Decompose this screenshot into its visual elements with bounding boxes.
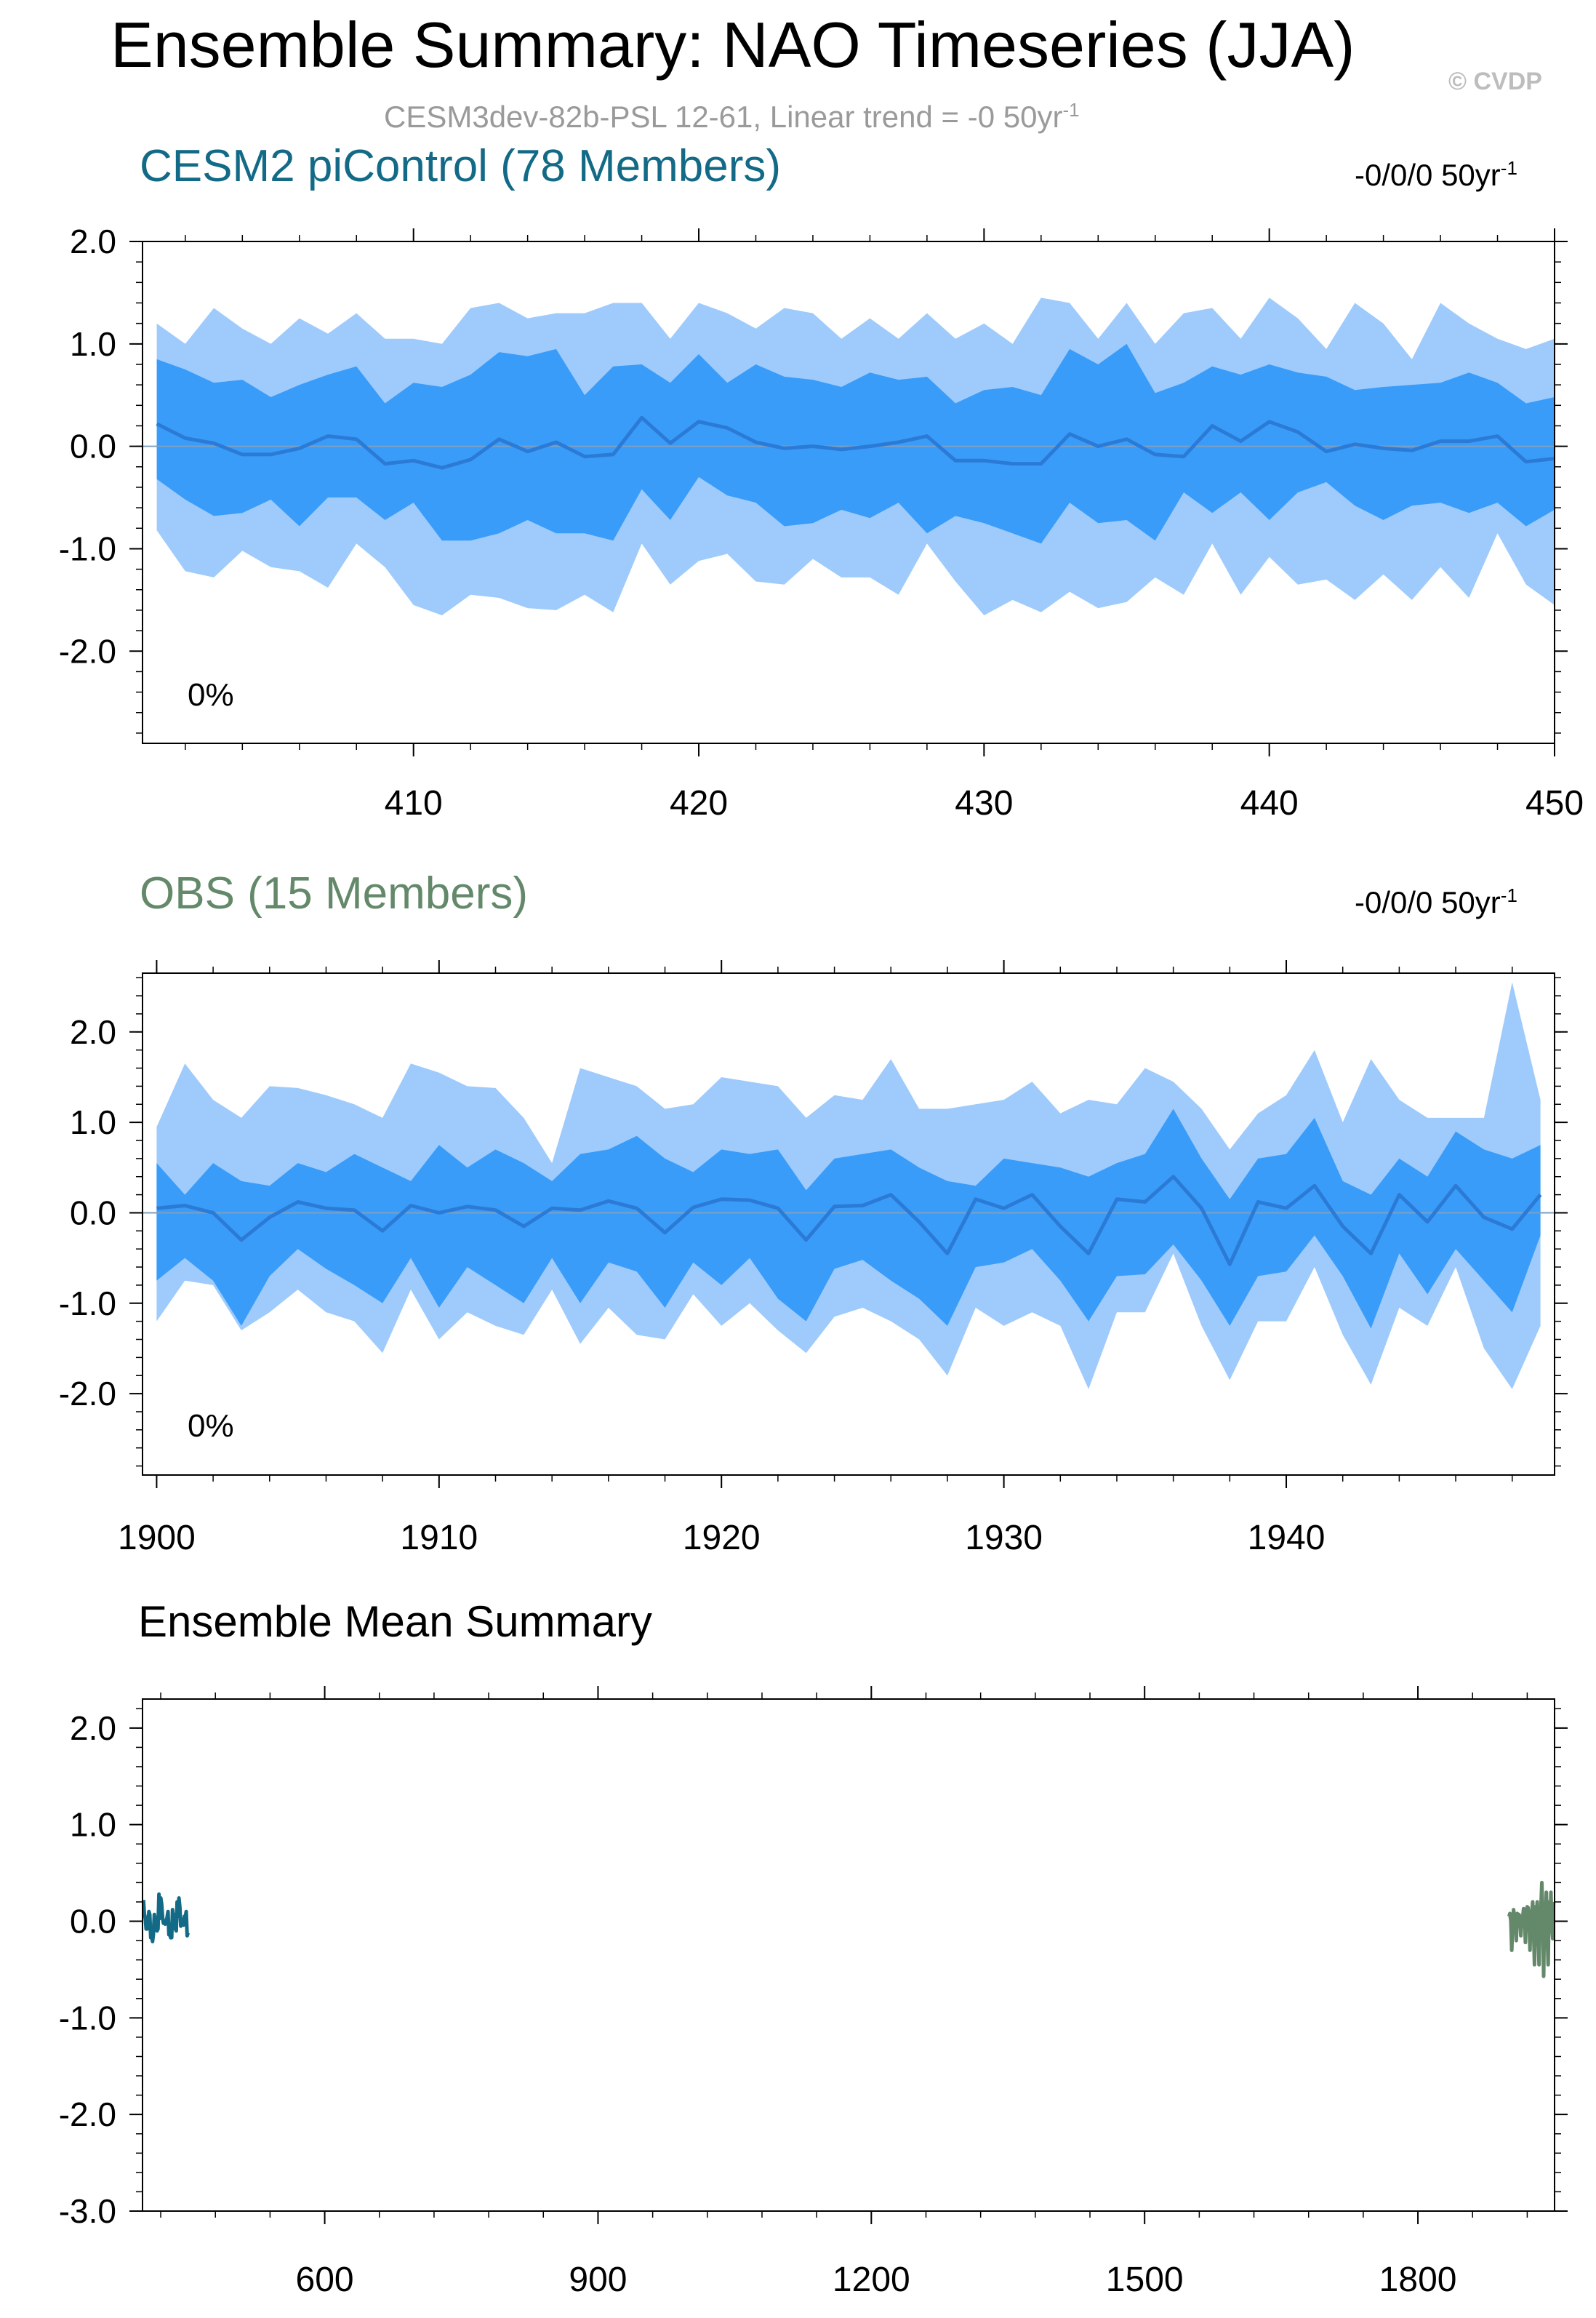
panel-2-trend-superscript: -1 bbox=[1500, 884, 1517, 906]
x-tick-label: 900 bbox=[569, 2261, 627, 2299]
y-tick-label: 2.0 bbox=[70, 1013, 116, 1051]
panel-2-title: OBS (15 Members) bbox=[140, 868, 529, 919]
panel-3-title: Ensemble Mean Summary bbox=[138, 1597, 652, 1646]
x-tick-label: 1800 bbox=[1379, 2261, 1457, 2299]
panel-2-trend: -0/0/0 50yr-1 bbox=[1355, 884, 1517, 920]
x-tick-label: 440 bbox=[1240, 784, 1299, 823]
y-tick-label: -2.0 bbox=[59, 1375, 116, 1412]
percent-label: 0% bbox=[188, 677, 234, 713]
y-tick-label: -2.0 bbox=[59, 632, 116, 670]
subtitle: CESM3dev-82b-PSL 12-61, Linear trend = -… bbox=[384, 99, 1080, 135]
x-tick-label: 1910 bbox=[400, 1519, 478, 1557]
ensemble-mean-line bbox=[156, 1175, 1542, 1266]
copyright-label: © CVDP bbox=[1448, 68, 1542, 95]
y-tick-label: 0.0 bbox=[70, 1194, 116, 1231]
panel-2-chart: 2.0 1.0 0.0 -1.0 -2.0 1900 1910 1920 1930 1940 0% bbox=[59, 960, 1568, 1557]
x-tick-label: 420 bbox=[670, 784, 728, 823]
panel-1-trend: -0/0/0 50yr-1 bbox=[1355, 157, 1517, 193]
y-tick-label: 1.0 bbox=[70, 325, 116, 363]
plot-frame bbox=[142, 972, 1555, 1476]
y-tick-label: 1.0 bbox=[70, 1806, 116, 1844]
x-tick-label: 430 bbox=[955, 784, 1013, 823]
panel-1-title: CESM2 piControl (78 Members) bbox=[140, 141, 782, 191]
plot-frame bbox=[142, 241, 1555, 744]
y-tick-label: 1.0 bbox=[70, 1103, 116, 1141]
x-tick-label: 450 bbox=[1525, 784, 1584, 823]
plot-frame bbox=[142, 1698, 1555, 2212]
model-mean-line bbox=[141, 1892, 190, 1943]
y-tick-label: 0.0 bbox=[70, 428, 116, 465]
inner-spread-band bbox=[156, 343, 1555, 544]
subtitle-text: CESM3dev-82b-PSL 12-61, Linear trend = -… bbox=[384, 100, 1063, 134]
y-tick-label: -1.0 bbox=[59, 1284, 116, 1322]
x-tick-label: 1940 bbox=[1248, 1519, 1326, 1557]
x-tick-label: 1920 bbox=[683, 1519, 761, 1557]
panel-1-chart: 2.0 1.0 0.0 -1.0 -2.0 410 420 430 440 450 0% bbox=[59, 223, 1584, 823]
panel-2-trend-text: -0/0/0 50yr bbox=[1355, 885, 1501, 919]
y-tick-label: -1.0 bbox=[59, 1999, 116, 2037]
page-title: Ensemble Summary: NAO Timeseries (JJA) bbox=[111, 9, 1355, 81]
y-tick-label: 2.0 bbox=[70, 223, 116, 260]
panel-3-chart: 2.0 1.0 0.0 -1.0 -2.0 -3.0 600 900 1200 1500 1800 bbox=[59, 1686, 1568, 2299]
x-tick-label: 1900 bbox=[118, 1519, 196, 1557]
x-tick-label: 1200 bbox=[833, 2261, 910, 2299]
x-tick-label: 1930 bbox=[965, 1519, 1043, 1557]
inner-spread-band bbox=[156, 1108, 1541, 1329]
y-tick-label: 2.0 bbox=[70, 1709, 116, 1747]
y-tick-label: 0.0 bbox=[70, 1903, 116, 1941]
y-tick-label: -2.0 bbox=[59, 2095, 116, 2133]
panel-1-trend-text: -0/0/0 50yr bbox=[1355, 158, 1501, 192]
x-tick-label: 600 bbox=[296, 2261, 354, 2299]
panel-1-trend-superscript: -1 bbox=[1500, 157, 1517, 179]
x-tick-label: 1500 bbox=[1106, 2261, 1184, 2299]
y-tick-label: -3.0 bbox=[59, 2192, 116, 2230]
ensemble-mean-line bbox=[156, 415, 1555, 470]
subtitle-superscript: -1 bbox=[1062, 99, 1080, 121]
percent-label: 0% bbox=[188, 1408, 234, 1444]
obs-mean-line bbox=[1507, 1880, 1556, 1978]
x-tick-label: 410 bbox=[385, 784, 443, 823]
y-tick-label: -1.0 bbox=[59, 529, 116, 567]
